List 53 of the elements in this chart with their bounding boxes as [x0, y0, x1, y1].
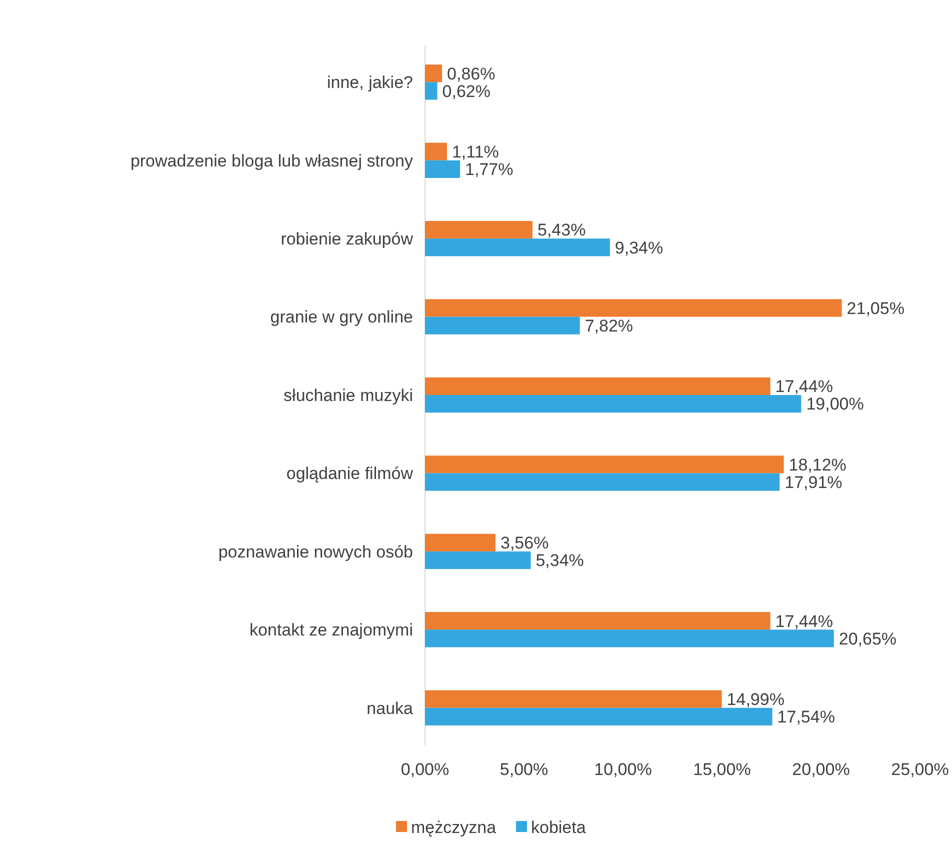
- bar: [425, 316, 580, 334]
- data-label: 1,77%: [465, 160, 514, 180]
- x-tick-label: 0,00%: [400, 760, 450, 779]
- bar: [425, 64, 442, 82]
- data-label: 18,12%: [788, 455, 846, 474]
- legend-label: kobieta: [531, 818, 586, 837]
- x-tick-label: 25,00%: [891, 760, 949, 779]
- bar: [425, 220, 533, 239]
- x-tick-label: 5,00%: [500, 760, 548, 779]
- bar: [425, 456, 784, 474]
- bar: [425, 142, 447, 160]
- data-label: 5,43%: [538, 220, 586, 240]
- data-label: 20,65%: [838, 629, 897, 648]
- bar: [425, 377, 770, 395]
- data-label: 0,86%: [447, 64, 496, 84]
- data-label: 17,44%: [775, 377, 833, 396]
- y-tick-label: poznawanie nowych osób: [218, 542, 413, 562]
- y-tick-label: prowadzenie bloga lub własnej strony: [130, 151, 414, 170]
- data-label: 14,99%: [726, 690, 784, 709]
- data-label: 9,34%: [614, 238, 664, 258]
- bar: [425, 238, 610, 256]
- data-label: 19,00%: [806, 394, 864, 414]
- data-label: 3,56%: [500, 534, 549, 553]
- bar: [425, 708, 772, 726]
- y-tick-label: robienie zakupów: [280, 230, 414, 249]
- bar: [425, 473, 780, 491]
- data-label: 17,54%: [777, 708, 835, 727]
- bar: [425, 612, 770, 630]
- data-label: 0,62%: [442, 82, 490, 101]
- x-tick-label: 10,00%: [594, 760, 652, 779]
- data-label: 17,91%: [784, 472, 842, 492]
- y-tick-label: kontakt ze znajomymi: [250, 620, 413, 640]
- data-label: 21,05%: [846, 298, 904, 318]
- data-label: 5,34%: [536, 551, 584, 570]
- y-tick-label: oglądanie filmów: [286, 464, 414, 484]
- bar: [425, 160, 460, 178]
- y-tick-label: słuchanie muzyki: [284, 386, 413, 405]
- data-label: 1,11%: [452, 142, 499, 162]
- bar: [425, 534, 496, 552]
- bar: [425, 690, 722, 708]
- bar: [425, 630, 834, 648]
- bar: [425, 395, 802, 413]
- bar: [425, 551, 531, 570]
- bar: [425, 299, 842, 317]
- y-tick-label: nauka: [366, 698, 414, 718]
- data-label: 7,82%: [584, 316, 634, 336]
- y-tick-label: granie w gry online: [270, 308, 413, 327]
- x-tick-label: 20,00%: [792, 760, 850, 779]
- x-tick-label: 15,00%: [693, 760, 751, 779]
- bar: [425, 82, 438, 100]
- legend-label: mężczyzna: [411, 818, 497, 837]
- data-label: 17,44%: [775, 612, 833, 631]
- y-tick-label: inne, jakie?: [326, 73, 413, 92]
